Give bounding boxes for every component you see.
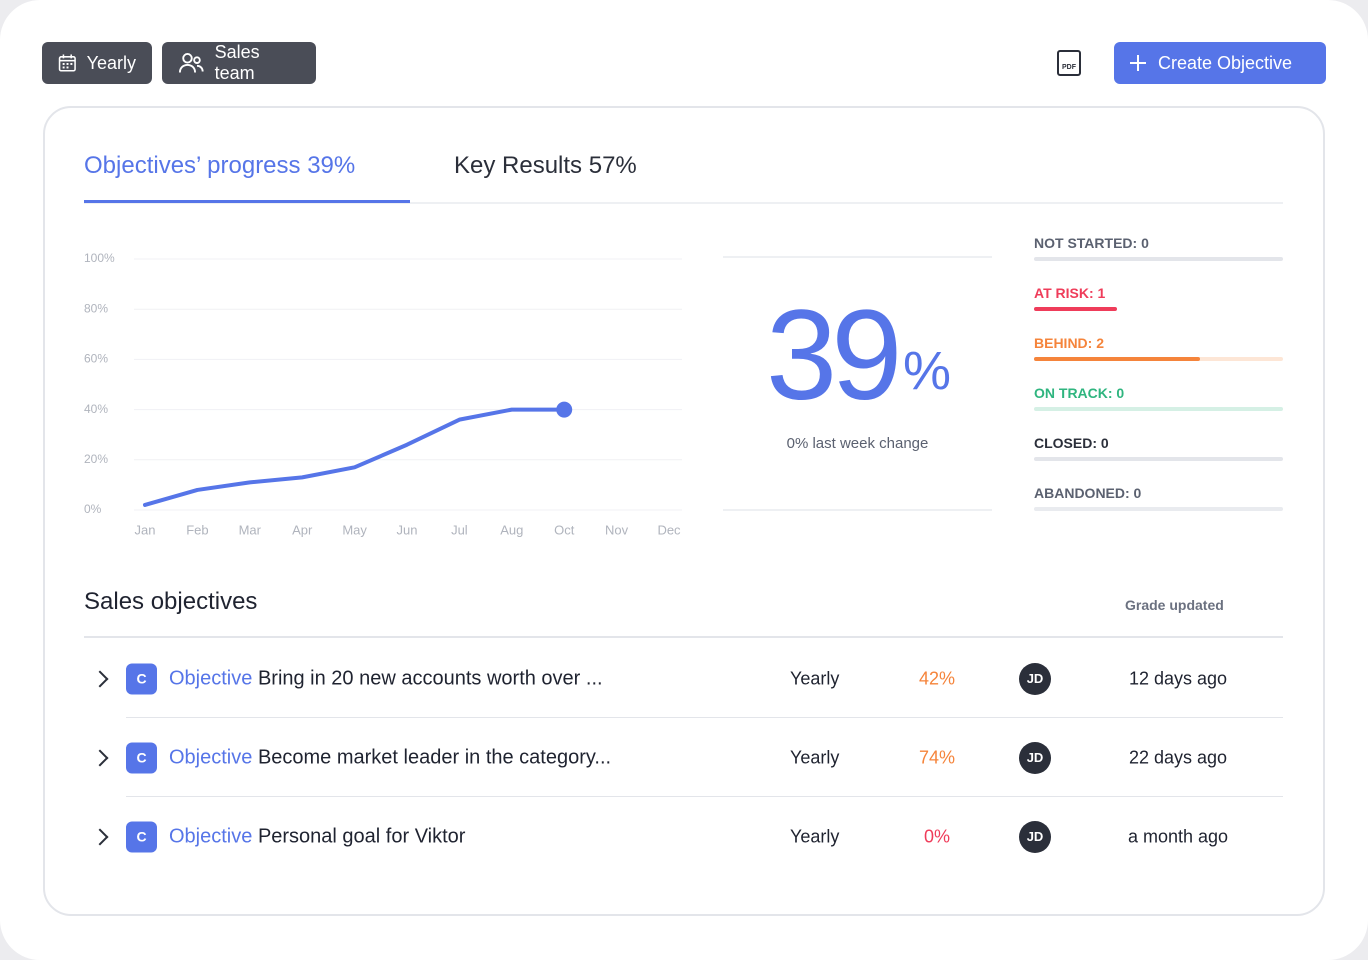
- updated: a month ago: [1127, 826, 1229, 847]
- progress: 0%: [923, 826, 950, 847]
- team-icon: [178, 53, 204, 73]
- progress-line: [143, 407, 567, 507]
- x-tick-label: Nov: [605, 522, 629, 537]
- progress: 74%: [918, 747, 956, 768]
- objective-kind: Objective: [169, 746, 253, 769]
- objective-title-wrap: Objective Bring in 20 new accounts worth…: [169, 668, 603, 691]
- owner-avatar: JD: [1019, 663, 1051, 695]
- end-point: [556, 401, 573, 418]
- x-tick-label: Jul: [451, 522, 468, 537]
- divider: [723, 509, 992, 511]
- type-badge: C: [126, 663, 157, 695]
- status-track: [1034, 307, 1283, 311]
- progress-chart: 0% 20% 40% 60% 80% 100% Jan Feb Mar Apr May Jun Jul A…: [84, 251, 682, 537]
- progress: 42%: [918, 668, 956, 689]
- objective-title: Bring in 20 new accounts worth over ...: [257, 667, 603, 690]
- table-header-line: [84, 636, 1283, 638]
- status-label: CLOSED: 0: [1034, 435, 1109, 451]
- x-tick-label: Dec: [657, 522, 681, 537]
- owner-avatar: JD: [1019, 821, 1051, 853]
- objective-title: Personal goal for Viktor: [257, 825, 466, 848]
- divider: [723, 256, 992, 258]
- status-label: ABANDONED: 0: [1034, 485, 1142, 501]
- objective-title-wrap: Objective Personal goal for Viktor: [169, 826, 465, 849]
- status-bar: [1034, 307, 1117, 311]
- team-button[interactable]: Sales team: [162, 42, 316, 84]
- period: Yearly: [790, 826, 840, 847]
- status-label: NOT STARTED: 0: [1034, 235, 1149, 251]
- expand-chevron[interactable]: [91, 828, 109, 846]
- x-tick-label: Apr: [292, 522, 313, 537]
- x-tick-label: Feb: [186, 522, 208, 537]
- pdf-button[interactable]: PDF: [1057, 50, 1081, 76]
- objective-row[interactable]: C Objective Bring in 20 new accounts wort…: [0, 659, 1368, 699]
- grade-header: Grade updated: [1125, 597, 1224, 613]
- status-label: ON TRACK: 0: [1034, 385, 1125, 401]
- period-label: Yearly: [86, 52, 136, 73]
- x-tick-label: Aug: [500, 522, 523, 537]
- summary-value: 39: [766, 284, 902, 427]
- owner-avatar: JD: [1019, 742, 1051, 774]
- y-tick-label: 0%: [84, 502, 102, 516]
- tab-key-results[interactable]: Key Results 57%: [454, 152, 637, 179]
- expand-chevron[interactable]: [91, 670, 109, 688]
- row-divider: [126, 717, 1283, 718]
- create-objective-button[interactable]: Create Objective: [1114, 42, 1326, 84]
- objective-kind: Objective: [169, 667, 253, 690]
- period: Yearly: [790, 668, 840, 689]
- period: Yearly: [790, 747, 840, 768]
- objective-title-wrap: Objective Become market leader in the ca…: [169, 747, 611, 770]
- objective-title: Become market leader in the category...: [257, 746, 612, 769]
- x-tick-label: Oct: [554, 522, 575, 537]
- updated: 22 days ago: [1128, 747, 1228, 768]
- create-label: Create Objective: [1158, 52, 1293, 73]
- y-tick-label: 20%: [84, 452, 108, 466]
- objective-kind: Objective: [169, 825, 253, 848]
- pdf-label: PDF: [1062, 64, 1076, 71]
- tab-divider: [84, 202, 1283, 204]
- x-tick-label: Jan: [135, 522, 156, 537]
- status-track: [1034, 407, 1283, 411]
- plus-icon: [1130, 55, 1146, 71]
- status-track: [1034, 257, 1283, 261]
- y-tick-label: 80%: [84, 301, 108, 315]
- status-label: BEHIND: 2: [1034, 335, 1105, 351]
- status-track: [1034, 507, 1283, 511]
- period-button[interactable]: Yearly: [42, 42, 152, 84]
- tab-underline: [84, 200, 410, 203]
- table-title: Sales objectives: [84, 588, 258, 615]
- progress-card: [43, 106, 1325, 916]
- team-label: Sales team: [214, 42, 260, 83]
- status-bar: [1034, 357, 1200, 361]
- x-tick-label: Jun: [397, 522, 418, 537]
- tab-objectives[interactable]: Objectives’ progress 39%: [84, 152, 356, 179]
- status-track: [1034, 457, 1283, 461]
- y-tick-label: 60%: [84, 352, 108, 366]
- expand-chevron[interactable]: [91, 749, 109, 767]
- summary-unit: %: [903, 341, 952, 401]
- x-tick-label: Mar: [239, 522, 262, 537]
- objective-row[interactable]: C Objective Personal goal for Viktor Yearl…: [0, 817, 1368, 857]
- y-tick-label: 100%: [84, 251, 115, 265]
- status-label: AT RISK: 1: [1034, 285, 1106, 301]
- row-divider: [126, 796, 1283, 797]
- type-badge: C: [126, 742, 157, 774]
- objective-row[interactable]: C Objective Become market leader in the c…: [0, 738, 1368, 778]
- y-tick-label: 40%: [84, 402, 108, 416]
- summary-caption: 0% last week change: [786, 435, 929, 452]
- calendar-icon: [58, 54, 76, 72]
- x-tick-label: May: [342, 522, 367, 537]
- type-badge: C: [126, 821, 157, 853]
- updated: 12 days ago: [1128, 668, 1228, 689]
